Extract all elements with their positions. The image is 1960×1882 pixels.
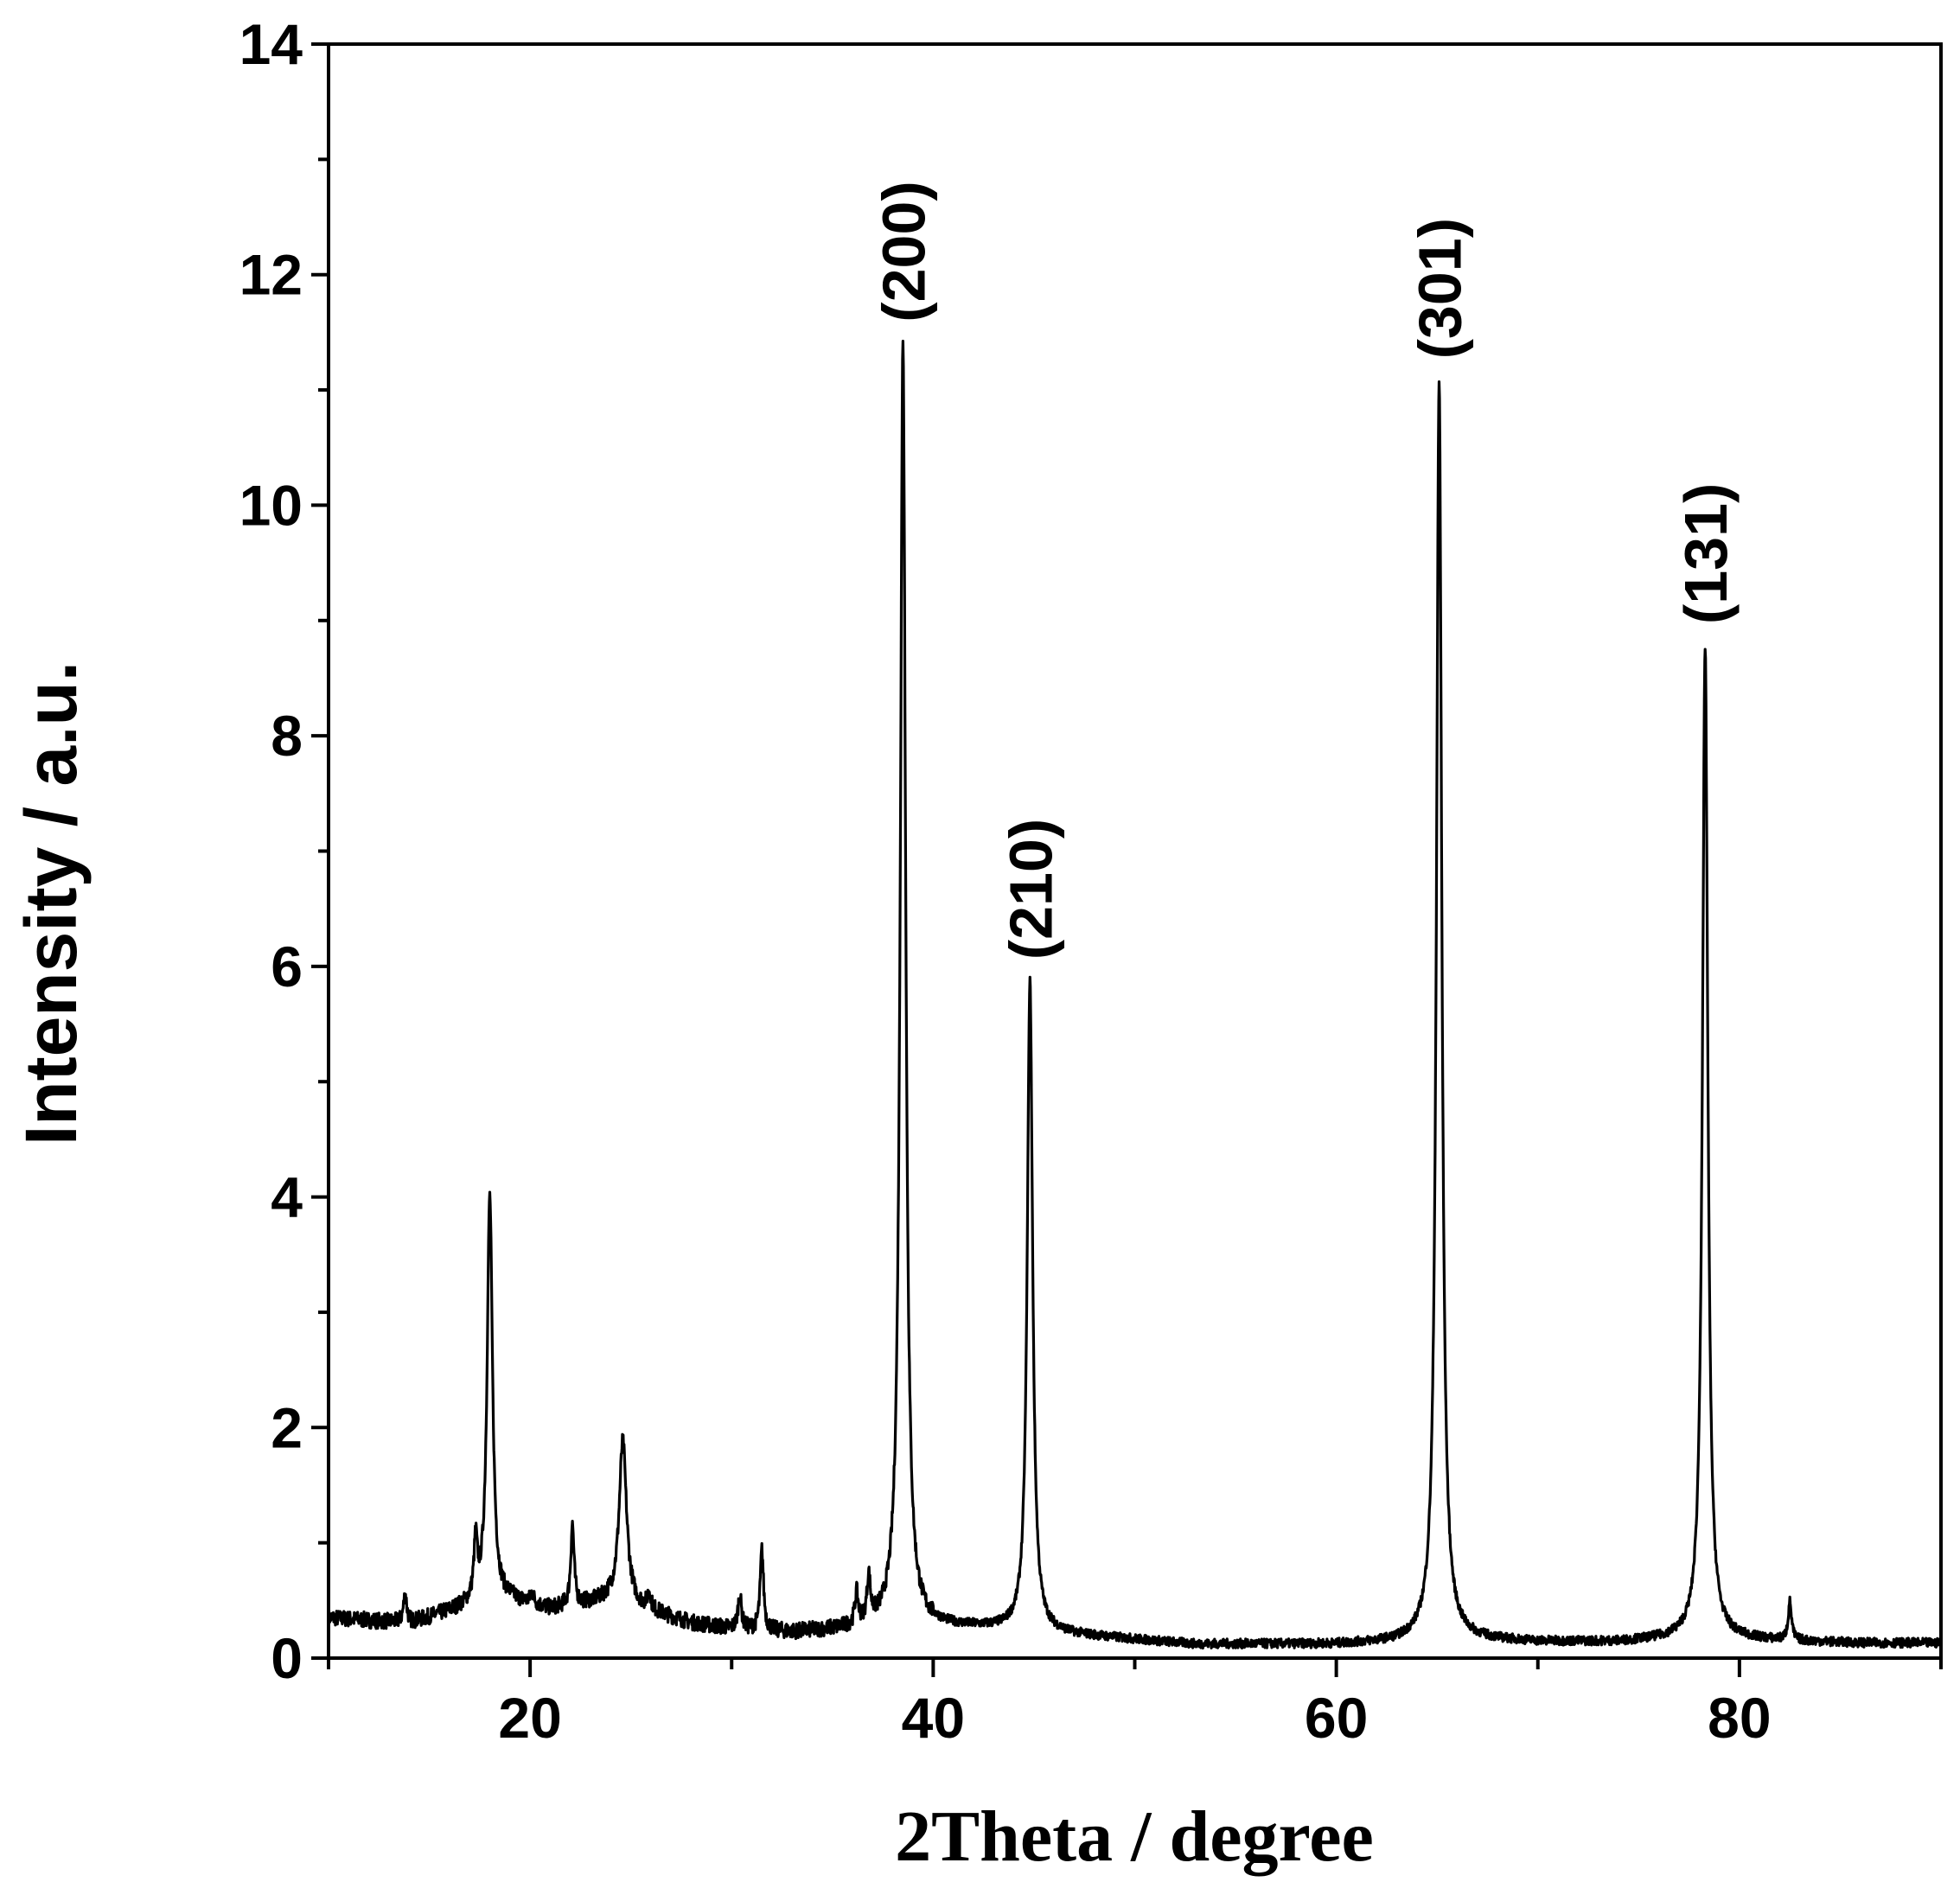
y-tick-label: 12 bbox=[239, 243, 303, 307]
y-tick-label: 2 bbox=[271, 1395, 303, 1459]
y-tick-label: 8 bbox=[271, 704, 303, 768]
x-axis-ticks: 20 40 60 80 bbox=[327, 1658, 1943, 1750]
x-tick-label: 20 bbox=[498, 1686, 561, 1750]
x-tick-label: 40 bbox=[902, 1686, 965, 1750]
x-tick-label: 80 bbox=[1708, 1686, 1771, 1750]
peak-label: (210) bbox=[997, 819, 1064, 960]
y-tick-label: 0 bbox=[271, 1626, 303, 1690]
y-tick-label: 4 bbox=[271, 1165, 303, 1229]
peak-label: (131) bbox=[1672, 483, 1740, 624]
y-tick-label: 14 bbox=[239, 12, 303, 76]
peak-labels: (200) (210) (301) (131) bbox=[870, 181, 1740, 960]
y-axis-title: Intensity / a.u. bbox=[10, 661, 92, 1145]
y-axis-ticks: 0 2 4 6 8 10 12 14 bbox=[239, 12, 329, 1690]
x-tick-label: 60 bbox=[1305, 1686, 1368, 1750]
y-tick-label: 10 bbox=[239, 473, 303, 537]
x-axis-title: 2Theta / degree bbox=[895, 1796, 1374, 1877]
xrd-pattern-line bbox=[327, 340, 1943, 1650]
peak-label: (200) bbox=[870, 181, 937, 322]
y-tick-label: 6 bbox=[271, 935, 303, 998]
peak-label: (301) bbox=[1407, 218, 1474, 359]
